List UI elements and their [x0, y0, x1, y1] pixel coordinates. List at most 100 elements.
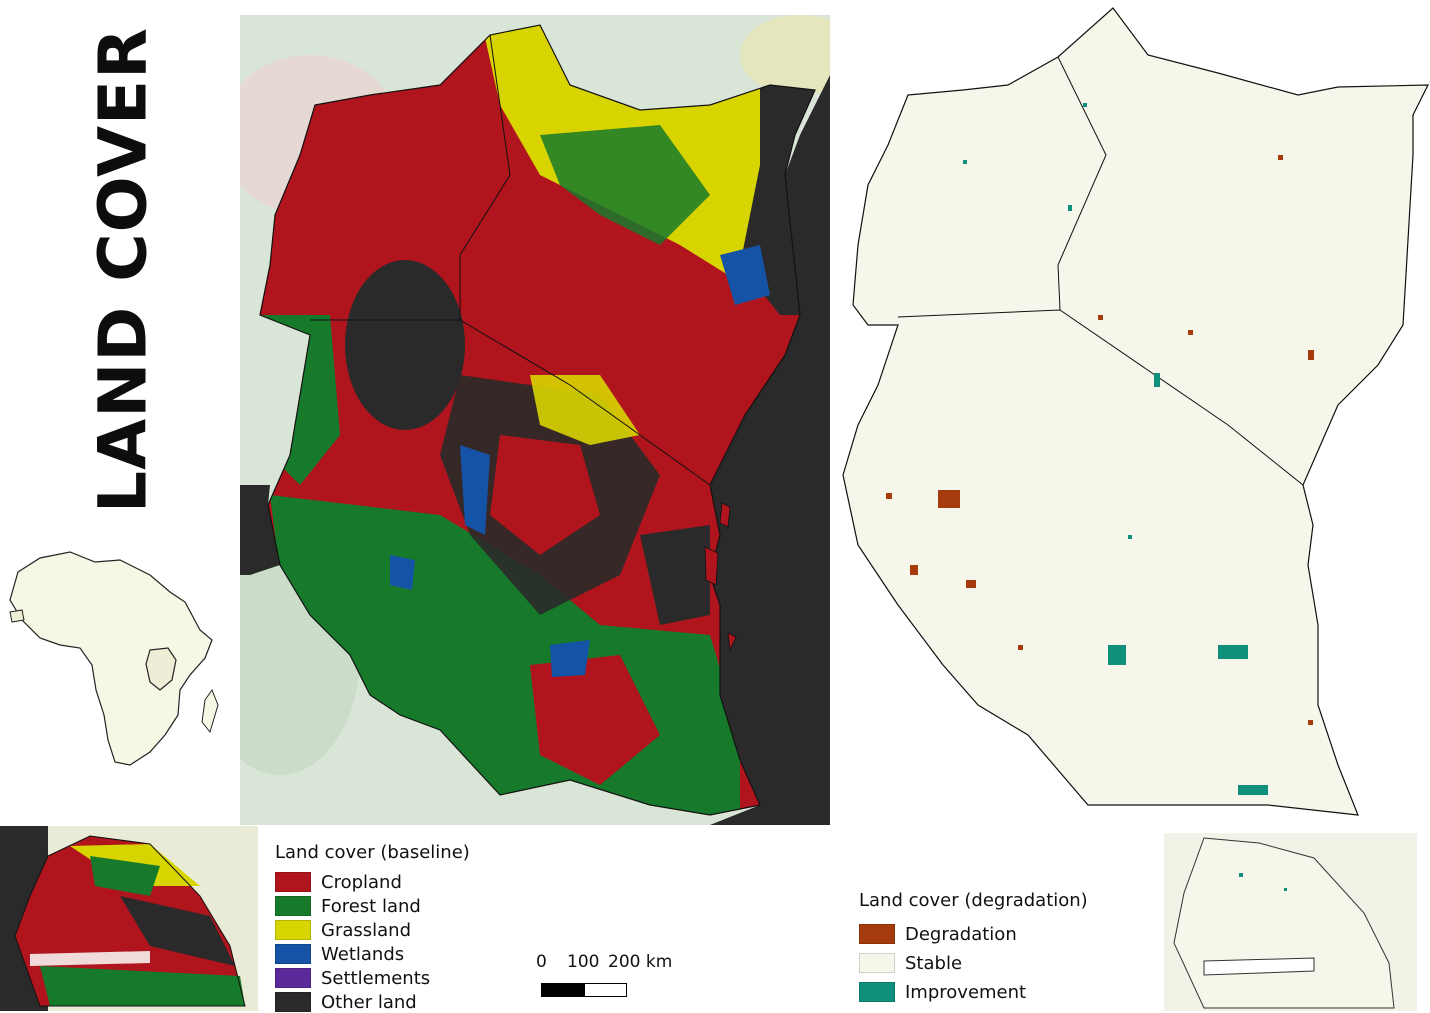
improvement-patch: [1128, 535, 1132, 539]
legend-swatch-other-land: [275, 992, 311, 1012]
wetlands-3: [390, 555, 415, 590]
cropland-central: [490, 435, 600, 555]
study-area-west-africa: [9, 609, 25, 623]
legend-label: Other land: [321, 991, 417, 1013]
west-africa-baseline-graphic: [0, 826, 246, 1011]
wetlands-4: [720, 245, 770, 305]
scale-bar-black-segment: [541, 983, 586, 997]
inset-forest-south: [40, 966, 245, 1006]
legend-item-grassland: Grassland: [275, 919, 411, 941]
legend-swatch-cropland: [275, 872, 311, 892]
scale-tick-0: 0: [536, 952, 547, 972]
legend-label: Degradation: [905, 923, 1017, 945]
degradation-region-fill: [842, 7, 1429, 816]
legend-swatch-stable: [859, 953, 895, 973]
inset2-land-fill: [1173, 837, 1395, 1009]
improvement-patch: [963, 160, 967, 164]
legend-swatch-improvement: [859, 982, 895, 1002]
grassland-central: [530, 375, 640, 445]
degradation-patch: [1308, 350, 1314, 360]
wetlands-1: [460, 445, 490, 535]
legend-swatch-degradation: [859, 924, 895, 944]
cropland-south: [530, 655, 660, 785]
degradation-patch: [938, 490, 960, 508]
wetlands-2: [550, 640, 590, 677]
inset2-improvement-patch: [1239, 873, 1243, 877]
scale-bar-white-segment: [584, 983, 627, 997]
inset-gambia-strip: [30, 951, 150, 966]
west-africa-degradation-inset: [1164, 833, 1417, 1011]
other-land-south: [640, 525, 710, 625]
inset2-improvement-patch: [1284, 888, 1287, 891]
ocean-west: [240, 485, 280, 575]
degradation-patch: [1188, 330, 1193, 335]
baseline-legend-title: Land cover (baseline): [275, 842, 470, 863]
map-title: LAND COVER: [58, 27, 188, 513]
improvement-patch: [1108, 645, 1126, 665]
legend-label: Stable: [905, 952, 963, 974]
island-pemba: [719, 502, 731, 528]
legend-item-degradation: Degradation: [859, 923, 1017, 945]
inset-outline: [14, 835, 246, 1007]
island-zanzibar: [704, 546, 719, 586]
madagascar-outline: [201, 688, 219, 734]
inset-other-land: [120, 896, 235, 966]
legend-swatch-grassland: [275, 920, 311, 940]
degradation-border-lake-tanzania: [897, 309, 1304, 486]
degradation-map-graphic: [842, 7, 1429, 816]
forest-north: [540, 125, 710, 245]
region-outline: [259, 24, 816, 816]
west-africa-degradation-graphic: [1173, 837, 1395, 1009]
degradation-patch: [1098, 315, 1103, 320]
baseline-land-cover-map: [240, 15, 830, 825]
improvement-patch: [1218, 645, 1248, 659]
legend-label: Improvement: [905, 981, 1027, 1003]
lake-victoria: [345, 260, 465, 430]
legend-item-stable: Stable: [859, 952, 962, 974]
legend-label: Settlements: [321, 967, 431, 989]
border-lake-tanzania: [310, 319, 711, 486]
degradation-patch: [910, 565, 918, 575]
legend-item-wetlands: Wetlands: [275, 943, 404, 965]
scale-tick-100: 100: [567, 952, 600, 972]
legend-swatch-forest-land: [275, 896, 311, 916]
degradation-patch: [1278, 155, 1283, 160]
improvement-patch: [1083, 103, 1087, 107]
legend-label: Cropland: [321, 871, 402, 893]
inset-forest-north: [90, 856, 160, 896]
degradation-patch: [966, 580, 976, 588]
africa-locator-map: [9, 551, 219, 766]
baseline-map-graphic: [240, 15, 830, 825]
degradation-border-uganda-kenya: [1057, 56, 1107, 311]
inset2-gambia-strip: [1203, 957, 1315, 976]
legend-swatch-wetlands: [275, 944, 311, 964]
degradation-patches: [886, 155, 1314, 725]
map-title-text: LAND COVER: [84, 27, 162, 513]
degradation-patch: [1308, 720, 1313, 725]
neighbour-shade-4: [740, 15, 830, 95]
legend-item-cropland: Cropland: [275, 871, 402, 893]
legend-label: Forest land: [321, 895, 421, 917]
improvement-patches: [963, 103, 1268, 795]
africa-outline: [9, 551, 213, 766]
degradation-legend-title: Land cover (degradation): [859, 890, 1088, 911]
border-uganda-kenya: [459, 34, 511, 320]
legend-item-other-land: Other land: [275, 991, 417, 1013]
legend-swatch-settlements: [275, 968, 311, 988]
study-area-east-africa: [145, 647, 177, 691]
legend-label: Grassland: [321, 919, 411, 941]
legend-item-settlements: Settlements: [275, 967, 430, 989]
baseline-legend: Land cover (baseline) Cropland Forest la…: [275, 838, 515, 1013]
scale-tick-200: 200 km: [608, 952, 673, 972]
legend-item-improvement: Improvement: [859, 981, 1026, 1003]
improvement-patch: [1068, 205, 1072, 211]
island-mafia: [727, 632, 737, 652]
degradation-map: [838, 5, 1430, 820]
degradation-patch: [1018, 645, 1023, 650]
degradation-patch: [886, 493, 892, 499]
scale-bar: 0 100 200 km: [530, 950, 690, 1000]
legend-item-forest-land: Forest land: [275, 895, 421, 917]
legend-label: Wetlands: [321, 943, 405, 965]
west-africa-baseline-inset: [0, 826, 258, 1011]
degradation-legend: Land cover (degradation) Degradation Sta…: [858, 886, 1118, 1006]
